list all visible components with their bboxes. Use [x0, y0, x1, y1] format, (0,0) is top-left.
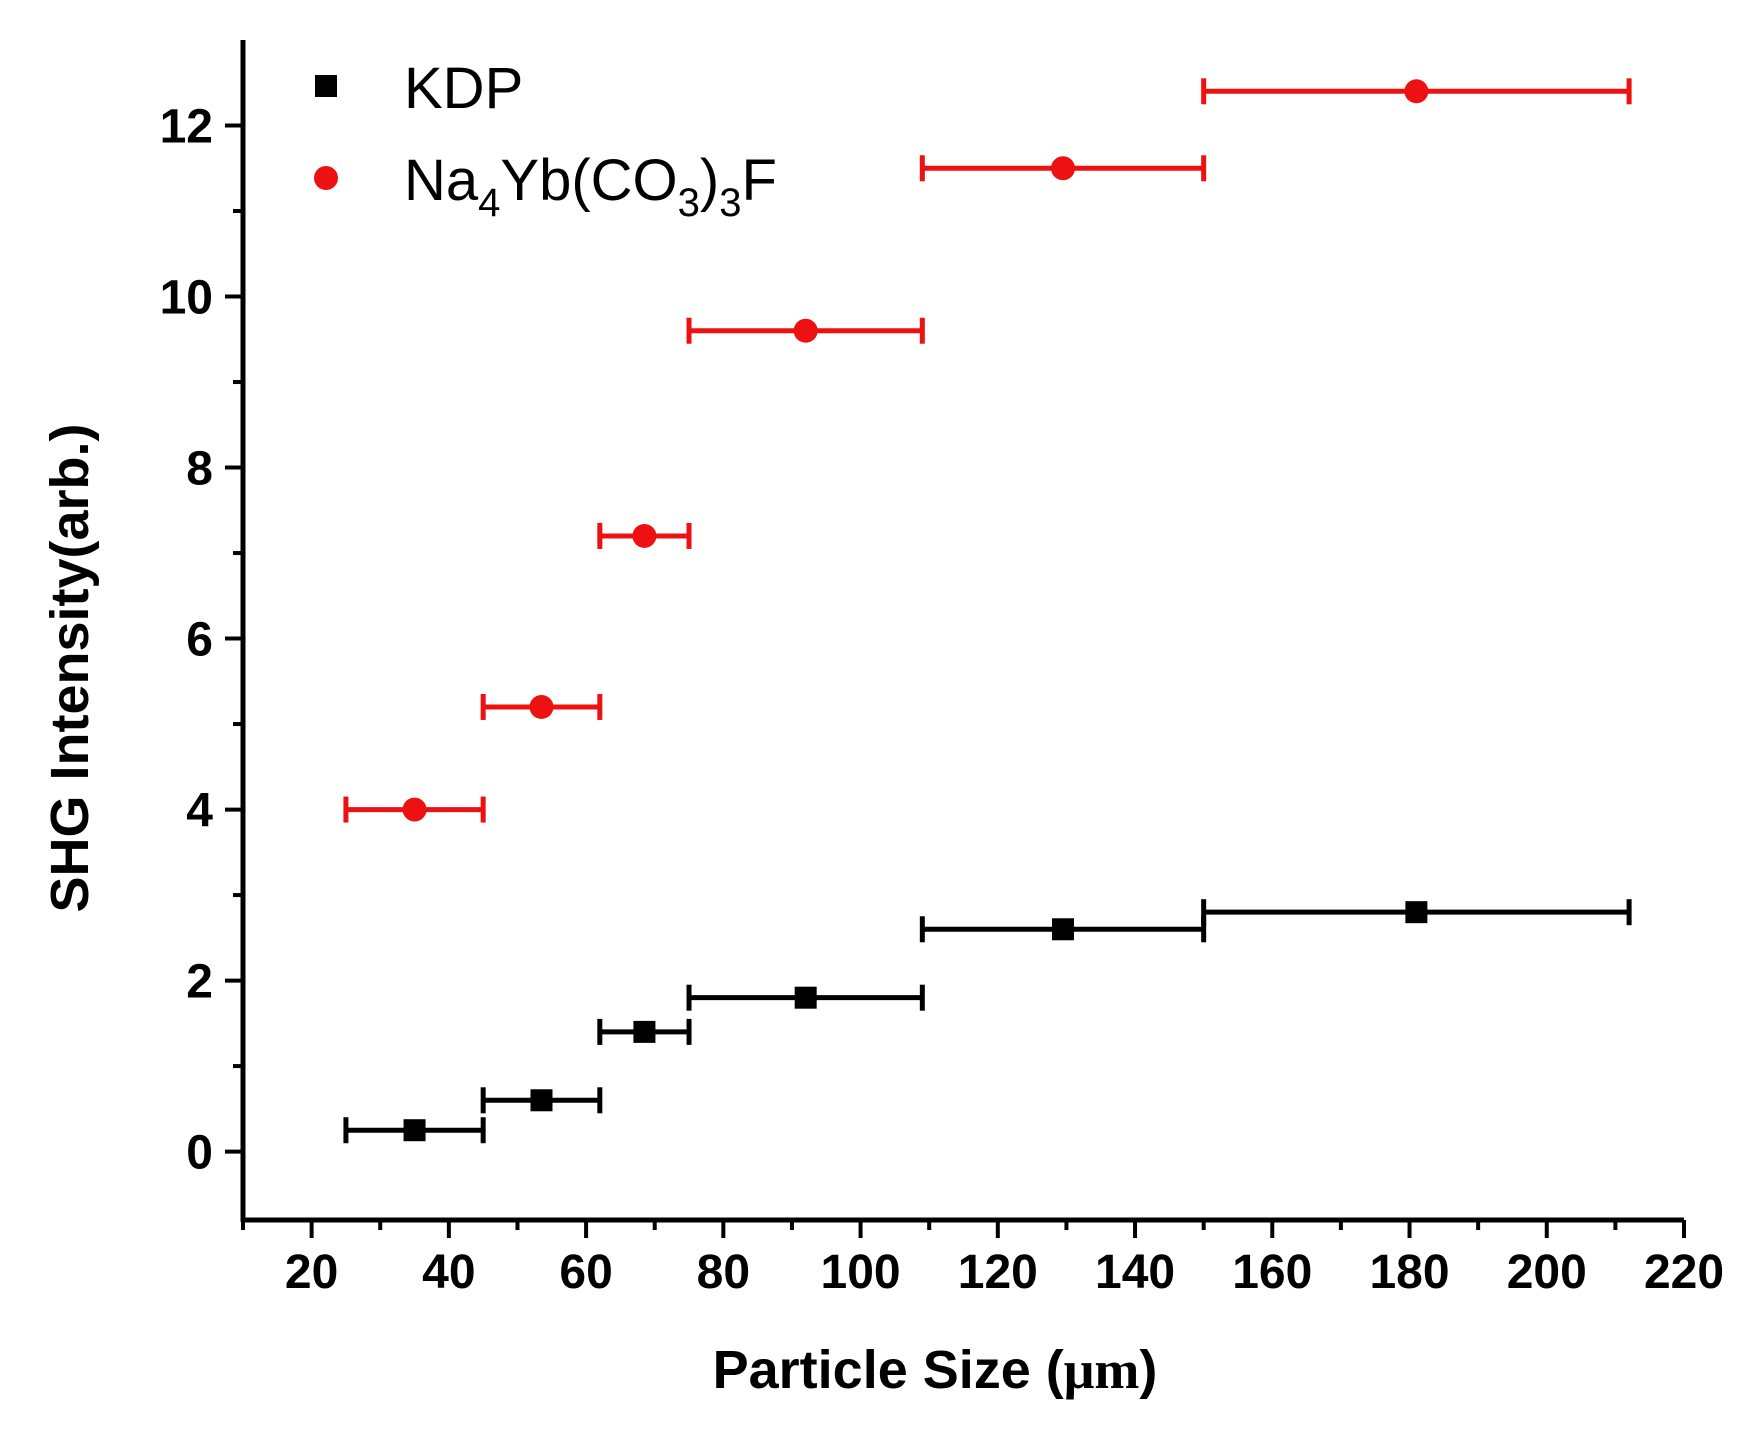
- data-point-nayb: [529, 694, 554, 719]
- x-tick-label: 220: [1644, 1246, 1724, 1299]
- x-tick-label: 40: [422, 1246, 475, 1299]
- y-tick-label: 12: [160, 101, 213, 154]
- y-tick-label: 6: [186, 614, 213, 667]
- x-tick-label: 100: [821, 1246, 901, 1299]
- legend-marker-kdp: [315, 75, 337, 97]
- data-point-kdp: [794, 986, 817, 1009]
- data-point-kdp: [1051, 918, 1074, 941]
- x-tick-label: 160: [1232, 1246, 1312, 1299]
- data-point-kdp: [1405, 901, 1428, 924]
- x-tick-label: 80: [697, 1246, 750, 1299]
- legend-label-kdp: KDP: [404, 56, 523, 121]
- y-tick-label: 4: [186, 785, 213, 838]
- data-point-nayb: [1050, 156, 1075, 181]
- x-tick-label: 180: [1369, 1246, 1449, 1299]
- x-tick-label: 120: [958, 1246, 1038, 1299]
- data-marks: [343, 78, 1632, 1144]
- x-tick-label: 60: [559, 1246, 612, 1299]
- legend-label-nayb: Na4Yb(CO3)3F: [404, 148, 777, 225]
- data-point-nayb: [793, 318, 818, 343]
- data-point-nayb: [1404, 79, 1429, 104]
- x-axis-title: Particle Size (μm): [713, 1340, 1158, 1400]
- y-tick-label: 2: [186, 956, 213, 1009]
- y-tick-label: 10: [160, 272, 213, 325]
- x-tick-label: 200: [1507, 1246, 1587, 1299]
- y-axis-title: SHG Intensity(arb.): [40, 423, 100, 912]
- legend-marker-nayb: [314, 166, 338, 190]
- data-point-kdp: [530, 1089, 553, 1112]
- x-tick-label: 20: [285, 1246, 338, 1299]
- axes: 20 40 60 80 100 120 140 160 180 200 220 0 2 4 6 8 10 12: [160, 40, 1724, 1299]
- data-point-nayb: [402, 797, 427, 822]
- data-point-kdp: [403, 1119, 426, 1142]
- x-tick-label: 140: [1095, 1246, 1175, 1299]
- y-tick-label: 8: [186, 443, 213, 496]
- legend: KDP Na4Yb(CO3)3F: [314, 56, 777, 225]
- data-point-nayb: [632, 523, 657, 548]
- data-point-kdp: [633, 1020, 656, 1043]
- y-tick-label: 0: [186, 1127, 213, 1180]
